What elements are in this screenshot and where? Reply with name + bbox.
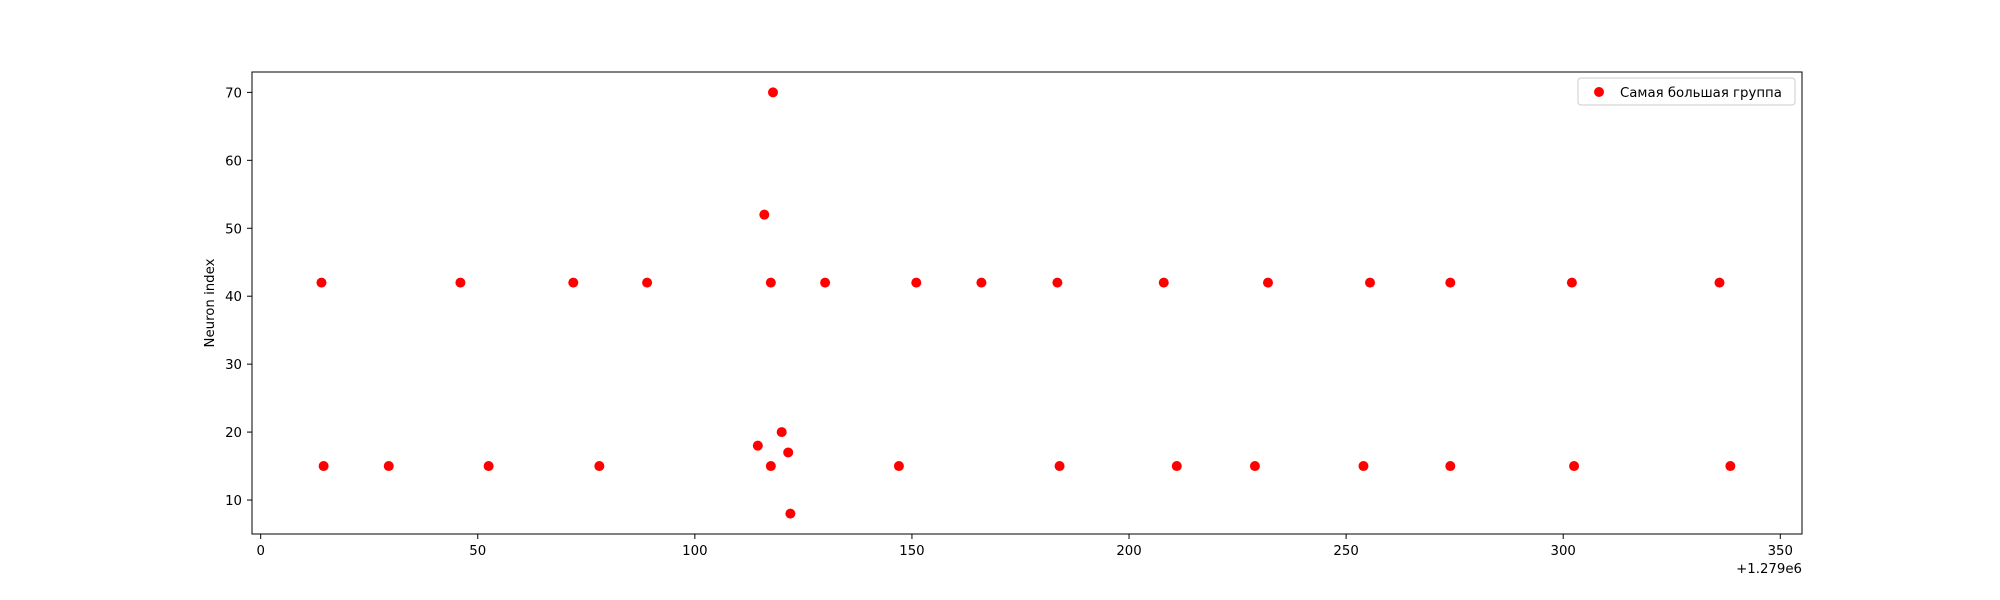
data-point bbox=[383, 461, 394, 472]
data-point bbox=[316, 277, 327, 288]
x-tick-label: 0 bbox=[256, 544, 264, 559]
x-tick-label: 250 bbox=[1333, 544, 1358, 559]
y-axis-label: Neuron index bbox=[203, 258, 218, 347]
x-tick-label: 200 bbox=[1116, 544, 1141, 559]
x-tick-label: 150 bbox=[899, 544, 924, 559]
y-tick-label: 70 bbox=[225, 86, 242, 101]
legend-label: Самая большая группа bbox=[1620, 85, 1782, 101]
data-point bbox=[776, 427, 787, 438]
x-tick-label: 350 bbox=[1768, 544, 1793, 559]
data-point bbox=[642, 277, 653, 288]
y-tick-label: 60 bbox=[225, 154, 242, 169]
data-point bbox=[1445, 461, 1456, 472]
data-point bbox=[1445, 277, 1456, 288]
y-tick-label: 10 bbox=[225, 494, 242, 509]
x-tick-label: 100 bbox=[682, 544, 707, 559]
y-tick-label: 40 bbox=[225, 290, 242, 305]
y-tick-label: 30 bbox=[225, 358, 242, 373]
data-point bbox=[1566, 277, 1577, 288]
data-point bbox=[765, 461, 776, 472]
data-point bbox=[893, 461, 904, 472]
x-tick-label: 300 bbox=[1551, 544, 1576, 559]
data-point bbox=[1249, 461, 1260, 472]
data-point bbox=[765, 277, 776, 288]
data-point bbox=[1364, 277, 1375, 288]
data-point bbox=[783, 447, 794, 458]
data-point bbox=[1569, 461, 1580, 472]
y-tick-label: 50 bbox=[225, 222, 242, 237]
legend-marker bbox=[1594, 87, 1604, 97]
data-point bbox=[1052, 277, 1063, 288]
data-point bbox=[1262, 277, 1273, 288]
data-point bbox=[976, 277, 987, 288]
data-point bbox=[785, 508, 796, 519]
data-point bbox=[1158, 277, 1169, 288]
data-point bbox=[483, 461, 494, 472]
data-point bbox=[455, 277, 466, 288]
data-point bbox=[1725, 461, 1736, 472]
y-tick-label: 20 bbox=[225, 426, 242, 441]
data-point bbox=[820, 277, 831, 288]
data-point bbox=[1054, 461, 1065, 472]
y-axis-ticks: 10 20 30 40 50 60 70 bbox=[225, 86, 252, 509]
data-point bbox=[568, 277, 579, 288]
plot-frame bbox=[251, 71, 1803, 535]
legend-box bbox=[1577, 77, 1796, 106]
data-point bbox=[911, 277, 922, 288]
plot-area bbox=[252, 72, 1802, 534]
data-point bbox=[318, 461, 329, 472]
data-point bbox=[594, 461, 605, 472]
legend: Самая большая группа bbox=[1577, 77, 1796, 106]
data-point bbox=[1714, 277, 1725, 288]
data-point bbox=[768, 87, 779, 98]
data-point bbox=[1171, 461, 1182, 472]
x-axis-ticks: 0 50 100 150 200 250 300 350 bbox=[256, 534, 1793, 559]
data-point bbox=[752, 440, 763, 451]
data-point bbox=[1358, 461, 1369, 472]
x-tick-label: 50 bbox=[469, 544, 486, 559]
data-points bbox=[316, 87, 1736, 519]
data-point bbox=[759, 209, 770, 220]
x-offset-label: +1.279e6 bbox=[1736, 562, 1802, 577]
